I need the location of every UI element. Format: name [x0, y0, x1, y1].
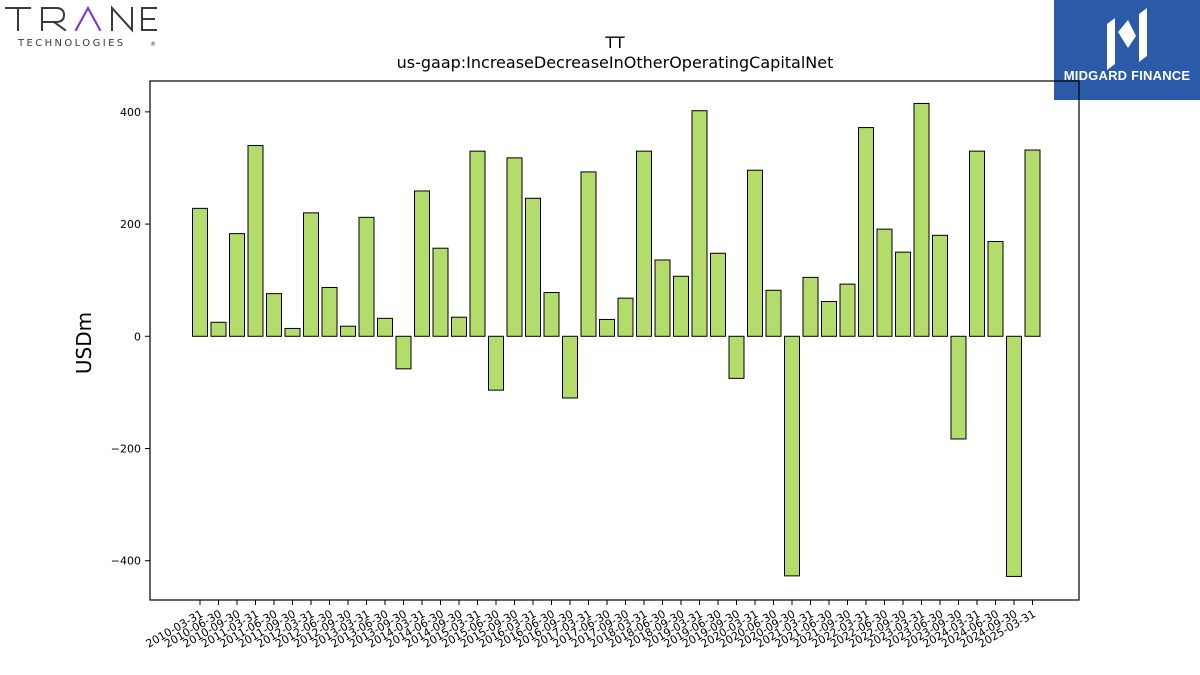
- bar-2023-09-30: [950, 335, 967, 440]
- bar-2024-03-31: [969, 150, 985, 337]
- bar-2014-09-30: [451, 316, 467, 337]
- bar-2016-03-31: [525, 197, 541, 337]
- bar-2012-06-30: [321, 286, 338, 337]
- bar-2022-09-30: [895, 251, 911, 337]
- bar-2023-03-31: [913, 102, 930, 337]
- bar-2015-09-30: [506, 157, 523, 337]
- midgard-mark-icon: [1107, 8, 1147, 70]
- x-axis: 2010-03-312010-06-302010-09-302011-03-31…: [144, 600, 1038, 651]
- plot-frame: [149, 80, 1080, 601]
- bar-2014-03-31: [414, 190, 430, 337]
- bar-2011-03-31: [247, 145, 264, 337]
- chart-subtitle: us-gaap:IncreaseDecreaseInOtherOperating…: [397, 53, 834, 72]
- bar-2021-03-31: [802, 276, 819, 337]
- bar-2024-06-30: [987, 240, 1004, 337]
- bar-2012-03-31: [303, 212, 319, 337]
- bar-2015-03-31: [469, 150, 486, 337]
- bar-2016-06-30: [543, 292, 560, 337]
- bar-2010-03-31: [192, 207, 208, 337]
- brand-sub: TECHNOLOGIES: [17, 38, 126, 49]
- y-tick-label: 200: [120, 218, 141, 231]
- bar-2020-06-30: [765, 289, 782, 337]
- bar-2018-09-30: [673, 275, 689, 337]
- bar-2022-03-31: [858, 127, 874, 337]
- y-tick-label: −400: [111, 555, 141, 568]
- bar-2013-06-30: [377, 317, 393, 337]
- bar-2019-03-31: [691, 110, 708, 337]
- bar-2010-09-30: [229, 233, 245, 337]
- bar-2019-09-30: [728, 335, 745, 379]
- bar-2017-09-30: [617, 297, 634, 337]
- y-axis: −400 −200 0 200 400: [111, 106, 150, 568]
- bars-group: [192, 102, 1041, 577]
- bar-2011-09-30: [284, 327, 301, 337]
- y-axis-label: USDm: [72, 312, 96, 374]
- bar-2019-06-30: [710, 252, 726, 337]
- bar-2017-03-31: [580, 171, 597, 337]
- midgard-name: MIDGARD FINANCE: [1063, 68, 1191, 83]
- midgard-finance-logo: MIDGARD FINANCE: [1054, 0, 1200, 100]
- bar-2013-09-30: [395, 335, 412, 370]
- bar-2023-06-30: [932, 234, 948, 337]
- trane-technologies-logo: TECHNOLOGIES ®: [5, 5, 157, 49]
- bar-2015-06-30: [488, 335, 504, 391]
- trademark: ®: [150, 41, 156, 48]
- bar-2022-06-30: [876, 228, 893, 337]
- bar-2020-03-31: [747, 169, 763, 337]
- bar-2021-06-30: [821, 301, 837, 337]
- bar-2018-06-30: [654, 259, 671, 337]
- bar-2020-09-30: [784, 335, 800, 577]
- bar-2024-09-30: [1006, 335, 1022, 577]
- chart-title: TT: [604, 33, 624, 52]
- bar-2011-06-30: [266, 293, 282, 337]
- bar-2021-09-30: [839, 283, 856, 337]
- bar-2013-03-31: [358, 216, 375, 337]
- bar-2010-06-30: [210, 321, 227, 337]
- bar-2014-06-30: [432, 247, 449, 337]
- bar-2016-09-30: [562, 335, 578, 399]
- bar-2018-03-31: [636, 150, 652, 337]
- y-tick-label: 0: [134, 330, 141, 343]
- y-tick-label: −200: [111, 443, 141, 456]
- bar-2017-06-30: [599, 318, 615, 337]
- bar-2012-09-30: [340, 325, 356, 337]
- y-tick-label: 400: [120, 106, 141, 119]
- bar-2025-03-31: [1024, 149, 1041, 337]
